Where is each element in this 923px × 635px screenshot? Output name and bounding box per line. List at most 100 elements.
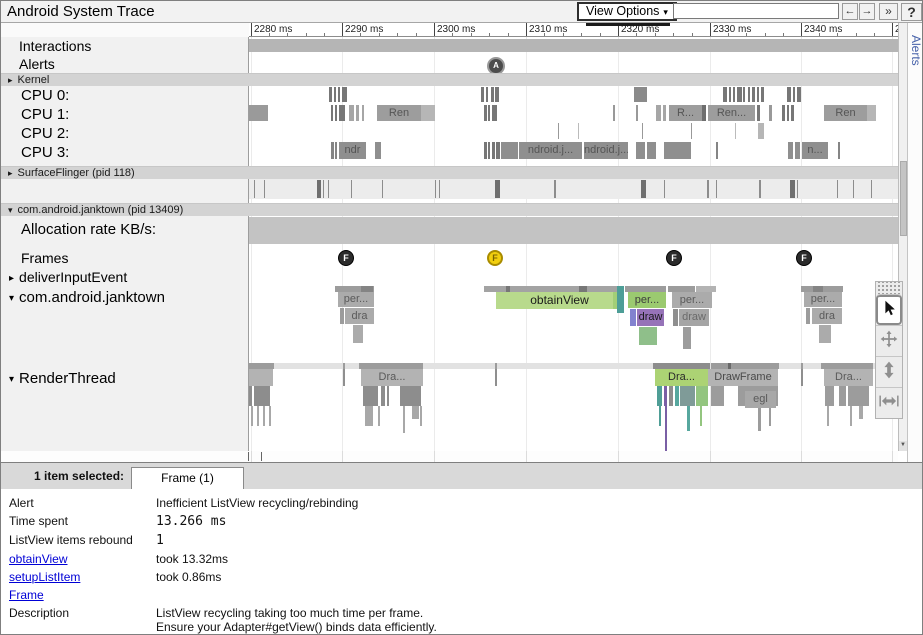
expand-arrow-icon[interactable]: ▾ <box>8 205 13 215</box>
alerts-side-tab[interactable]: Alerts <box>909 35 923 66</box>
trace-slice-fragment[interactable] <box>668 286 695 292</box>
trace-slice-fragment[interactable] <box>362 105 364 121</box>
trace-slice-fragment[interactable] <box>349 105 354 121</box>
trace-slice-fragment[interactable] <box>495 369 497 386</box>
trace-slice-fragment[interactable] <box>761 87 764 102</box>
trace-slice-fragment[interactable] <box>481 87 484 102</box>
scroll-down-button[interactable]: ▼ <box>898 441 907 451</box>
trace-slice-fragment[interactable] <box>323 180 324 198</box>
trace-slice-fragment[interactable] <box>420 406 422 426</box>
trace-slice-fragment[interactable] <box>492 142 495 159</box>
trace-slice-fragment[interactable] <box>351 180 352 198</box>
trace-slice-fragment[interactable] <box>617 286 624 313</box>
trace-slice-fragment[interactable] <box>421 105 435 121</box>
trace-slice-fragment[interactable] <box>716 180 717 198</box>
trace-slice-fragment[interactable] <box>249 369 273 386</box>
section-header-surfaceflinger-pid-118-[interactable]: ▸ SurfaceFlinger (pid 118) <box>1 166 898 179</box>
trace-slice-fragment[interactable] <box>711 386 724 406</box>
sidebar-item-deliverinputevent[interactable]: ▸ deliverInputEvent <box>9 269 127 285</box>
zoom-vertical-button[interactable] <box>876 356 902 387</box>
trace-slice-fragment[interactable] <box>782 105 785 121</box>
trace-slice-fragment[interactable] <box>743 87 745 102</box>
frame-marker-normal[interactable]: F <box>338 250 354 266</box>
trace-slice-fragment[interactable] <box>254 180 255 198</box>
trace-slice-fragment[interactable] <box>387 386 389 406</box>
trace-slice[interactable]: ndroid.j... <box>584 142 628 159</box>
trace-slice-fragment[interactable] <box>506 286 510 292</box>
trace-slice-fragment[interactable] <box>579 286 587 292</box>
trace-slice-fragment[interactable] <box>375 142 381 159</box>
trace-slice[interactable]: Ren <box>377 105 421 121</box>
tab-frame-selected[interactable]: Frame (1) <box>131 467 244 489</box>
trace-slice[interactable]: obtainView <box>496 292 623 309</box>
section-header-kernel[interactable]: ▸ Kernel <box>1 73 898 86</box>
trace-slice-fragment[interactable] <box>663 105 666 121</box>
trace-slice-fragment[interactable] <box>728 363 731 369</box>
frame-marker-warning[interactable]: F <box>487 250 503 266</box>
trace-slice-fragment[interactable] <box>716 142 718 159</box>
trace-slice-fragment[interactable] <box>825 386 834 406</box>
trace-slice-fragment[interactable] <box>769 408 771 426</box>
help-button[interactable]: ? <box>901 3 922 21</box>
trace-slice[interactable]: Dra... <box>361 369 423 386</box>
trace-slice-fragment[interactable] <box>365 406 373 426</box>
trace-slice-fragment[interactable] <box>334 87 336 102</box>
trace-slice-fragment[interactable] <box>491 87 494 102</box>
trace-slice-fragment[interactable] <box>838 142 840 159</box>
trace-slice-fragment[interactable] <box>729 87 731 102</box>
sidebar-item-com-android-janktown[interactable]: ▾ com.android.janktown <box>9 289 165 306</box>
detail-link-obtainview[interactable]: obtainView <box>9 552 68 566</box>
select-cursor-button[interactable] <box>876 294 902 325</box>
trace-slice-fragment[interactable] <box>691 123 692 139</box>
trace-slice-fragment[interactable] <box>356 105 359 121</box>
trace-slice-fragment[interactable] <box>839 386 846 406</box>
trace-slice-fragment[interactable] <box>758 123 764 139</box>
trace-slice-fragment[interactable] <box>723 87 727 102</box>
frame-marker-normal[interactable]: F <box>796 250 812 266</box>
trace-slice-fragment[interactable] <box>801 369 803 386</box>
vertical-scrollbar-thumb[interactable] <box>900 161 907 236</box>
trace-slice-fragment[interactable] <box>795 142 800 159</box>
trace-slice-fragment[interactable] <box>707 180 709 198</box>
trace-slice[interactable]: R... <box>669 105 702 121</box>
trace-slice-fragment[interactable] <box>251 406 253 426</box>
trace-slice-fragment[interactable] <box>664 180 665 198</box>
trace-slice-fragment[interactable] <box>329 87 332 102</box>
trace-slice-fragment[interactable] <box>382 180 383 198</box>
trace-slice[interactable]: dra <box>345 308 374 324</box>
trace-slice-fragment[interactable] <box>757 105 760 121</box>
trace-slice-fragment[interactable] <box>664 386 667 406</box>
trace-slice-fragment[interactable] <box>735 123 736 139</box>
trace-slice-fragment[interactable] <box>264 180 265 198</box>
view-options-button[interactable]: View Options ▾ <box>577 2 677 21</box>
section-header-com-android-janktown-pid-13409-[interactable]: ▾ com.android.janktown (pid 13409) <box>1 203 898 216</box>
trace-slice-fragment[interactable] <box>558 123 559 139</box>
trace-slice-fragment[interactable] <box>263 406 265 426</box>
trace-slice-fragment[interactable] <box>484 142 487 159</box>
trace-slice-fragment[interactable] <box>331 105 333 121</box>
trace-slice-fragment[interactable] <box>673 309 678 326</box>
trace-slice[interactable]: ndroid.j... <box>519 142 582 159</box>
trace-slice-fragment[interactable] <box>484 105 487 121</box>
find-next-button[interactable]: → <box>859 3 875 20</box>
trace-slice-fragment[interactable] <box>793 87 795 102</box>
trace-slice-fragment[interactable] <box>636 142 645 159</box>
trace-slice-fragment[interactable] <box>791 105 794 121</box>
trace-slice-fragment[interactable] <box>554 180 556 198</box>
trace-slice-fragment[interactable] <box>335 105 337 121</box>
trace-slice-fragment[interactable] <box>806 308 810 324</box>
trace-slice-fragment[interactable] <box>737 87 742 102</box>
trace-slice-fragment[interactable] <box>578 123 579 139</box>
trace-slice[interactable]: DrawFrame <box>708 369 778 386</box>
trace-slice-fragment[interactable] <box>331 142 334 159</box>
trace-slice-fragment[interactable] <box>853 180 854 198</box>
trace-slice[interactable]: dra <box>812 308 842 324</box>
trace-slice-fragment[interactable] <box>669 386 673 406</box>
frame-marker-normal[interactable]: F <box>666 250 682 266</box>
trace-slice-fragment[interactable] <box>702 105 706 121</box>
trace-slice-fragment[interactable] <box>495 180 500 198</box>
detail-link-frame[interactable]: Frame <box>9 588 44 602</box>
trace-slice-fragment[interactable] <box>340 308 344 324</box>
trace-slice-fragment[interactable] <box>758 408 761 431</box>
trace-slice-fragment[interactable] <box>339 105 345 121</box>
